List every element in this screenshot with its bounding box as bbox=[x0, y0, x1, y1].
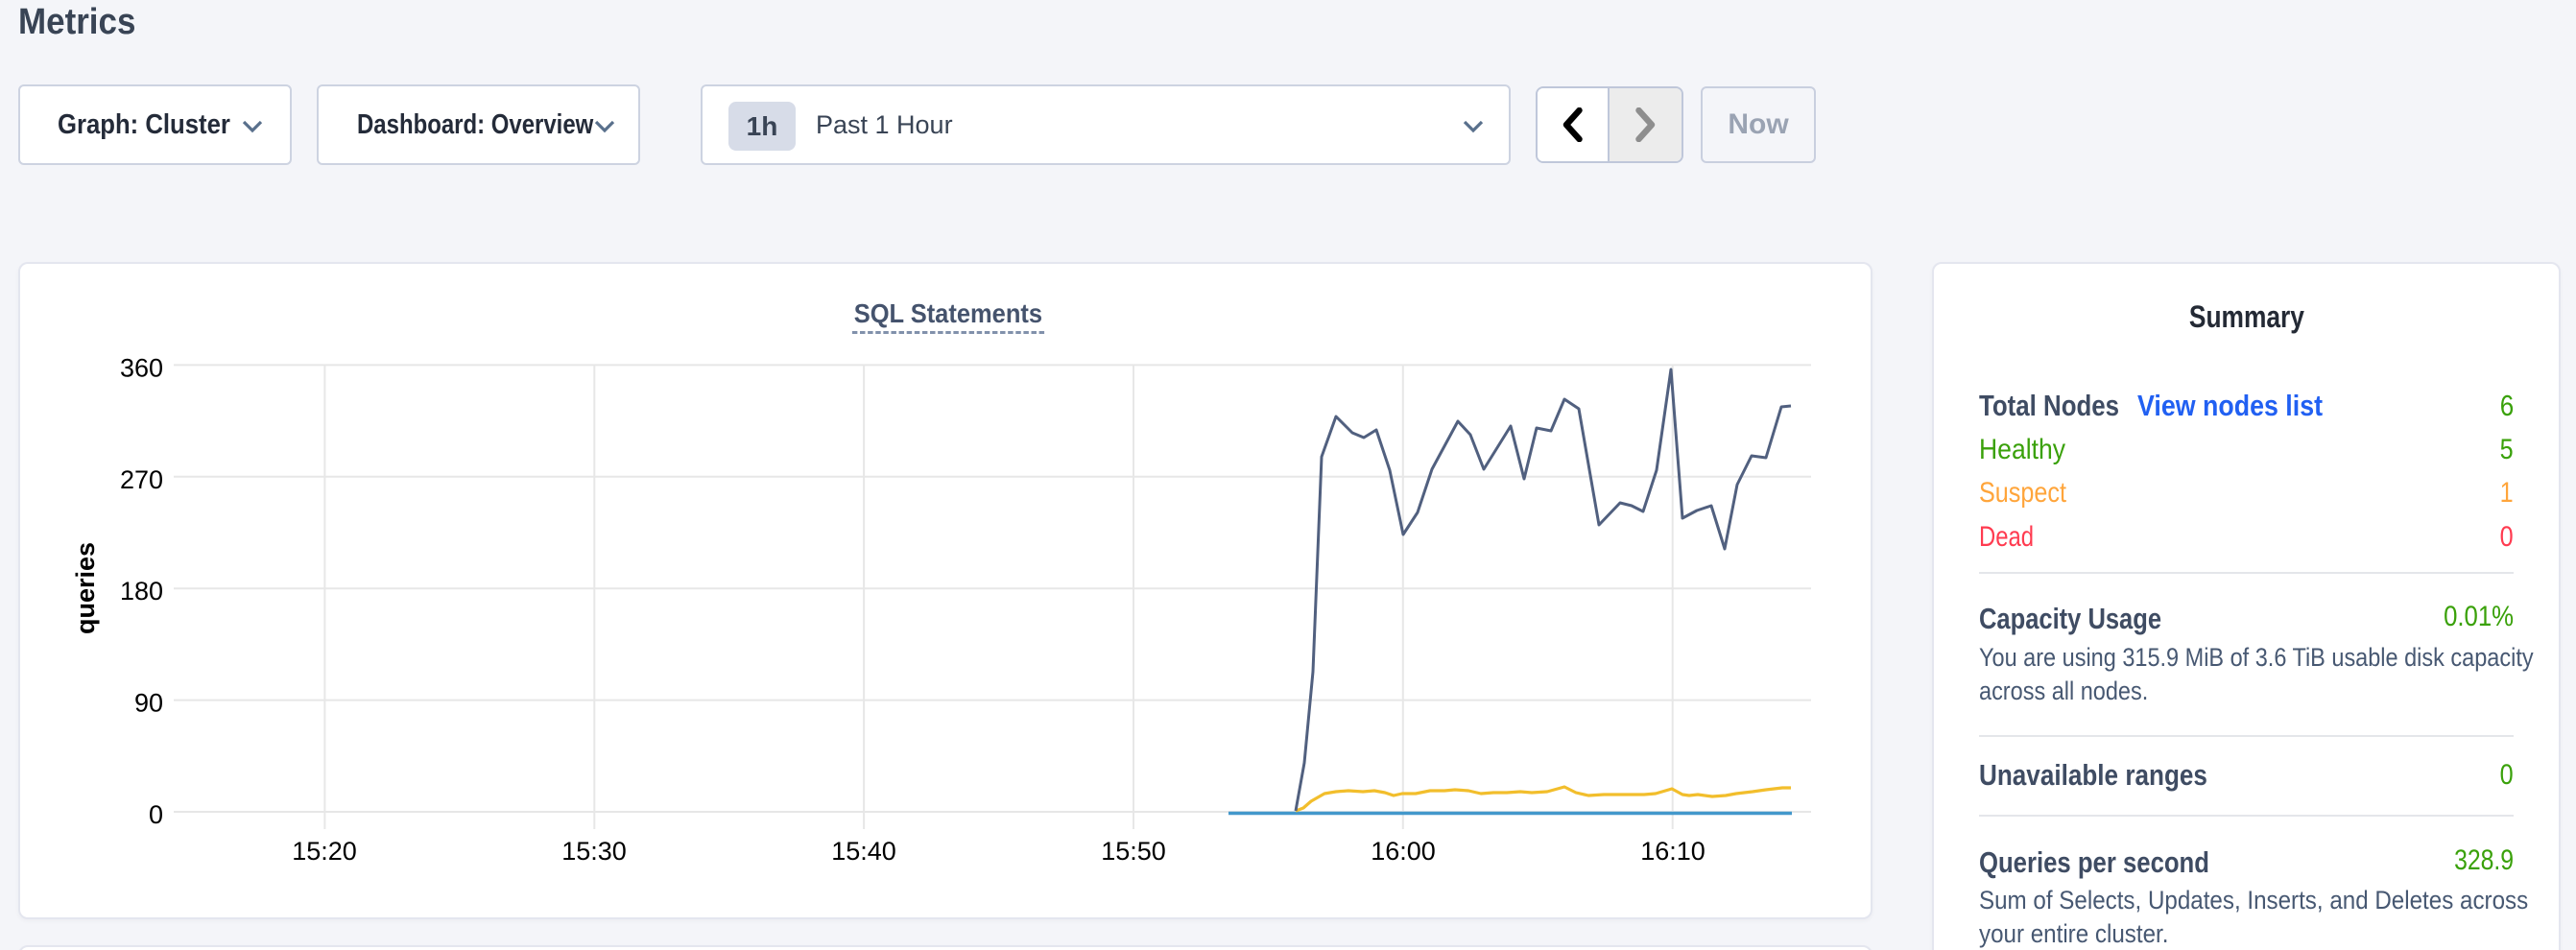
svg-text:16:10: 16:10 bbox=[1640, 837, 1705, 866]
svg-text:16:00: 16:00 bbox=[1371, 837, 1436, 866]
svg-text:360: 360 bbox=[120, 353, 163, 382]
svg-text:270: 270 bbox=[120, 465, 163, 494]
svg-text:15:30: 15:30 bbox=[561, 837, 627, 866]
svg-text:0: 0 bbox=[149, 800, 163, 829]
svg-text:15:40: 15:40 bbox=[831, 837, 896, 866]
svg-text:90: 90 bbox=[134, 689, 163, 718]
svg-text:queries: queries bbox=[71, 542, 100, 634]
svg-text:180: 180 bbox=[120, 577, 163, 606]
svg-text:15:20: 15:20 bbox=[292, 837, 357, 866]
svg-text:15:50: 15:50 bbox=[1101, 837, 1166, 866]
